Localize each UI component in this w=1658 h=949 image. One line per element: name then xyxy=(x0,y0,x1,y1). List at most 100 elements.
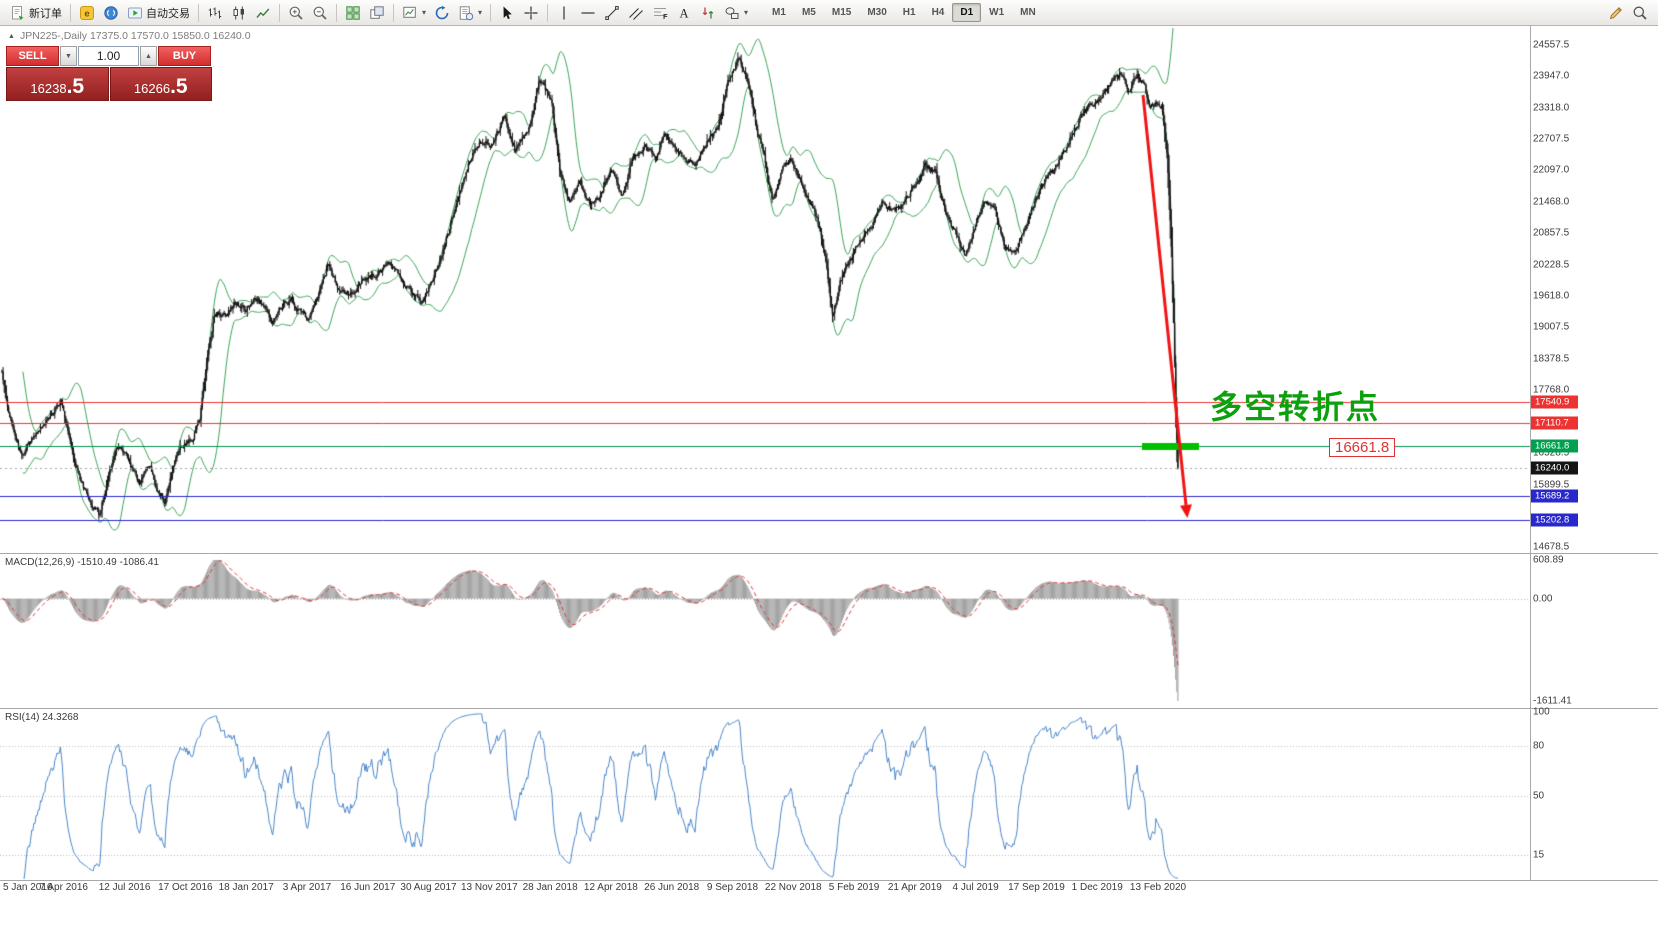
chart-header: ▲ JPN225-,Daily 17375.0 17570.0 15850.0 … xyxy=(8,30,251,42)
triangle-down-icon: ▼ xyxy=(65,52,72,60)
date-axis-label: 12 Jul 2016 xyxy=(98,882,151,893)
line-chart-button[interactable] xyxy=(251,2,275,24)
price-axis-tick: 19618.0 xyxy=(1533,290,1570,302)
timeframe-h4-button[interactable]: H4 xyxy=(931,7,945,18)
bar-chart-icon xyxy=(207,5,223,21)
zoom-in-icon xyxy=(288,5,304,21)
shapes-button[interactable]: ▾ xyxy=(720,2,752,24)
date-axis-label: 5 Feb 2019 xyxy=(828,882,880,893)
rsi-axis-label: 50 xyxy=(1533,790,1545,802)
templates-button[interactable]: ▾ xyxy=(454,2,486,24)
new-order-button[interactable]: 新订单 xyxy=(6,2,66,24)
zoom-in-button[interactable] xyxy=(284,2,308,24)
arrange-windows-button[interactable] xyxy=(365,2,389,24)
buy-button[interactable]: BUY xyxy=(158,46,211,66)
date-axis-label: 9 Sep 2018 xyxy=(706,882,759,893)
fibonacci-button[interactable]: F xyxy=(648,2,672,24)
new-chart-icon xyxy=(402,5,418,21)
date-axis-label: 7 Apr 2016 xyxy=(39,882,88,893)
timeframe-m15-button[interactable]: M15 xyxy=(831,7,852,18)
price-axis-tick: 22097.0 xyxy=(1533,164,1570,176)
date-axis-label: 26 Jun 2018 xyxy=(644,882,700,893)
chart-properties-button[interactable] xyxy=(1604,2,1628,24)
turning-point-annotation[interactable]: 多空转折点 xyxy=(1210,389,1381,425)
timeframe-d1-button[interactable]: D1 xyxy=(952,3,982,22)
search-button[interactable] xyxy=(1628,2,1652,24)
price-tag: 17540.9 xyxy=(1531,395,1578,409)
toolbar-button-groups: 新订单 e 自动交易 ▾ ▾ F A ▾ xyxy=(6,0,752,25)
channel-button[interactable] xyxy=(624,2,648,24)
toolbar-separator xyxy=(70,3,71,22)
timeframe-h1-button[interactable]: H1 xyxy=(902,7,916,18)
timeframe-w1-button[interactable]: W1 xyxy=(989,7,1005,18)
one-click-price-row: 16238.5 16266.5 xyxy=(6,67,212,101)
toolbar-separator xyxy=(279,3,280,22)
macd-axis-label: 608.89 xyxy=(1533,554,1564,566)
crosshair-button[interactable] xyxy=(519,2,543,24)
zoom-out-button[interactable] xyxy=(308,2,332,24)
timeframe-mn-button[interactable]: MN xyxy=(1020,7,1036,18)
vertical-line-button[interactable] xyxy=(552,2,576,24)
bar-chart-button[interactable] xyxy=(203,2,227,24)
channel-icon xyxy=(628,5,644,21)
price-axis-tick: 20857.5 xyxy=(1533,227,1570,239)
date-axis-label: 22 Nov 2018 xyxy=(764,882,822,893)
price-main-digits: 16238 xyxy=(30,81,67,97)
price-callout-label[interactable]: 16661.8 xyxy=(1329,438,1396,457)
fibonacci-icon: F xyxy=(652,5,668,21)
macd-pane-separator[interactable] xyxy=(0,553,1658,554)
rsi-pane-separator[interactable] xyxy=(0,708,1658,709)
date-axis-separator xyxy=(0,880,1658,881)
price-axis-tick: 16528.5 xyxy=(1533,447,1570,459)
profiles-button[interactable] xyxy=(430,2,454,24)
date-axis-label: 5 Jan 2016 xyxy=(3,882,53,893)
text-tool-button[interactable]: A xyxy=(672,2,696,24)
trend-line-icon xyxy=(604,5,620,21)
chart-marker-icon: ▲ xyxy=(8,32,15,40)
new-order-label: 新订单 xyxy=(29,7,62,20)
volume-decrease-button[interactable]: ▼ xyxy=(60,46,77,66)
candle-chart-button[interactable] xyxy=(227,2,251,24)
timeframe-m5-button[interactable]: M5 xyxy=(801,7,816,18)
date-axis-label: 18 Jan 2017 xyxy=(218,882,274,893)
cursor-button[interactable] xyxy=(495,2,519,24)
toolbar-separator xyxy=(393,3,394,22)
date-axis-label: 13 Nov 2017 xyxy=(460,882,518,893)
price-tag: 16240.0 xyxy=(1531,461,1578,475)
metaeditor-button[interactable]: e xyxy=(75,2,99,24)
price-axis-tick: 18378.5 xyxy=(1533,353,1570,365)
arrows-tool-button[interactable] xyxy=(696,2,720,24)
price-axis-tick: 20228.5 xyxy=(1533,259,1570,271)
price-big-digits: .5 xyxy=(170,75,188,98)
price-tag: 17110.7 xyxy=(1531,416,1578,430)
price-tag: 15202.8 xyxy=(1531,513,1578,527)
toolbar-separator xyxy=(547,3,549,22)
horizontal-line-button[interactable] xyxy=(576,2,600,24)
date-axis-label: 3 Apr 2017 xyxy=(282,882,332,893)
rsi-axis-label: 15 xyxy=(1533,849,1545,861)
toolbar-separator xyxy=(198,3,199,22)
metaeditor-icon: e xyxy=(79,5,95,21)
volume-increase-button[interactable]: ▲ xyxy=(140,46,157,66)
date-axis-label: 21 Apr 2019 xyxy=(887,882,942,893)
search-icon xyxy=(1632,5,1648,21)
cursor-icon xyxy=(499,5,515,21)
timeframe-m30-button[interactable]: M30 xyxy=(867,7,887,18)
autotrading-label: 自动交易 xyxy=(146,7,190,20)
buy-price-button[interactable]: 16266.5 xyxy=(109,67,212,101)
sell-price-button[interactable]: 16238.5 xyxy=(6,67,109,101)
chevron-down-icon: ▾ xyxy=(422,8,427,17)
rsi-axis-label: 100 xyxy=(1533,706,1550,718)
trend-line-button[interactable] xyxy=(600,2,624,24)
macd-axis-label: 0.00 xyxy=(1533,593,1553,605)
timeframe-m1-button[interactable]: M1 xyxy=(772,7,786,18)
autotrading-button[interactable]: 自动交易 xyxy=(123,2,194,24)
new-chart-button[interactable]: ▾ xyxy=(398,2,430,24)
market-watch-button[interactable] xyxy=(99,2,123,24)
tile-windows-button[interactable] xyxy=(341,2,365,24)
sell-button[interactable]: SELL xyxy=(6,46,59,66)
one-click-trading-panel: SELL ▼ ▲ BUY 16238.5 16266.5 xyxy=(6,46,212,101)
volume-input[interactable] xyxy=(78,46,139,66)
timeframe-toolbar: M1 M5 M15 M30 H1 H4 D1 W1 MN xyxy=(764,3,1044,22)
